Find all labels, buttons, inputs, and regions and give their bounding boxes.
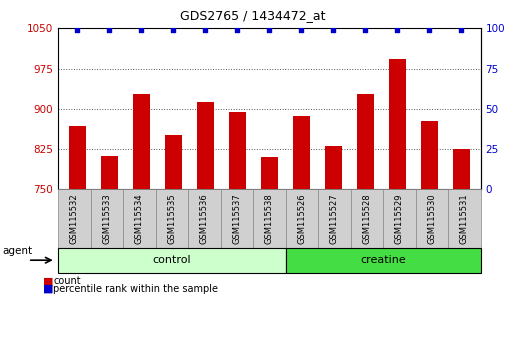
- Point: [457, 27, 465, 33]
- Text: agent: agent: [3, 246, 33, 256]
- Text: GSM115526: GSM115526: [297, 193, 306, 244]
- Text: GSM115534: GSM115534: [135, 193, 143, 244]
- Point: [329, 27, 337, 33]
- Bar: [260, 157, 278, 354]
- Bar: [452, 149, 469, 354]
- Text: creatine: creatine: [360, 255, 406, 265]
- Text: GSM115530: GSM115530: [427, 193, 436, 244]
- Bar: [228, 112, 246, 354]
- Text: GSM115536: GSM115536: [199, 193, 209, 244]
- Text: GSM115532: GSM115532: [70, 193, 79, 244]
- Point: [393, 27, 401, 33]
- Text: ■: ■: [43, 276, 54, 286]
- Text: GSM115528: GSM115528: [362, 193, 371, 244]
- Text: GSM115537: GSM115537: [232, 193, 241, 244]
- Text: GSM115527: GSM115527: [329, 193, 338, 244]
- Bar: [164, 135, 182, 354]
- Point: [233, 27, 241, 33]
- Bar: [388, 59, 406, 354]
- Text: control: control: [153, 255, 191, 265]
- Text: ■: ■: [43, 284, 54, 293]
- Text: GDS2765 / 1434472_at: GDS2765 / 1434472_at: [180, 9, 325, 22]
- Bar: [132, 94, 150, 354]
- Bar: [324, 147, 341, 354]
- Bar: [100, 156, 118, 354]
- Bar: [420, 121, 437, 354]
- Text: GSM115538: GSM115538: [265, 193, 273, 244]
- Bar: [196, 102, 214, 354]
- Point: [297, 27, 305, 33]
- Point: [361, 27, 369, 33]
- Bar: [292, 116, 310, 354]
- Point: [169, 27, 177, 33]
- Point: [265, 27, 273, 33]
- Point: [137, 27, 145, 33]
- Text: percentile rank within the sample: percentile rank within the sample: [53, 284, 218, 293]
- Text: count: count: [53, 276, 81, 286]
- Text: GSM115531: GSM115531: [459, 193, 468, 244]
- Bar: [69, 126, 86, 354]
- Text: GSM115529: GSM115529: [394, 193, 403, 244]
- Point: [425, 27, 433, 33]
- Text: GSM115533: GSM115533: [102, 193, 111, 244]
- Text: GSM115535: GSM115535: [167, 193, 176, 244]
- Bar: [356, 94, 374, 354]
- Point: [105, 27, 113, 33]
- Point: [201, 27, 209, 33]
- Point: [73, 27, 81, 33]
